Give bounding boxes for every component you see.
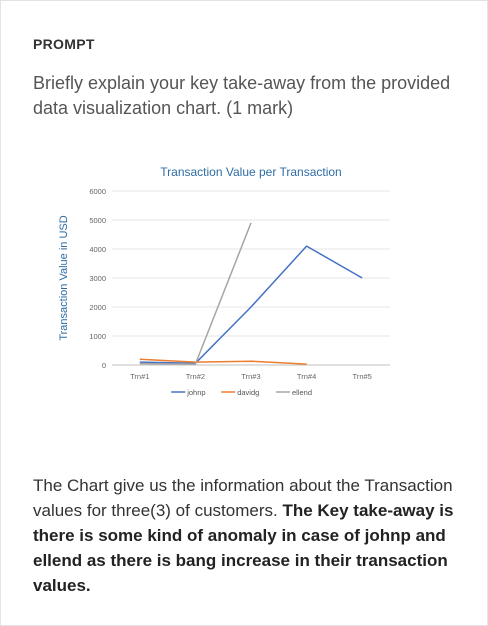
chart-title: Transaction Value per Transaction [160,165,341,179]
x-tick-label: Trn#5 [353,372,372,381]
y-axis-label: Transaction Value in USD [58,215,70,340]
y-tick-label: 3000 [89,274,106,283]
line-chart: Transaction Value per Transaction Transac… [58,165,390,397]
y-tick-label: 5000 [89,216,106,225]
answer-bold-text: The Key take-away is there is some kind … [33,501,454,595]
legend-label-ellend: ellend [292,388,312,397]
y-tick-label: 1000 [89,332,106,341]
y-tick-label: 2000 [89,303,106,312]
x-tick-label: Trn#2 [186,372,205,381]
y-tick-label: 6000 [89,187,106,196]
question-text: Briefly explain your key take-away from … [33,73,451,118]
legend-label-davidg: davidg [237,388,259,397]
answer-normal-text: The Chart give us the information about … [33,476,453,520]
series-line-davidg [139,358,307,365]
x-tick-label: Trn#3 [241,372,260,381]
answer-text: The Chart give us the information about … [33,473,463,598]
x-tick-label: Trn#4 [297,372,316,381]
y-tick-label: 4000 [89,245,106,254]
x-tick-label: Trn#1 [130,372,149,381]
series-line-ellend [139,222,252,365]
series-line-johnp [139,245,363,365]
legend-label-johnp: johnp [186,388,205,397]
prompt-label: PROMPT [33,36,95,52]
y-tick-label: 0 [102,361,106,370]
